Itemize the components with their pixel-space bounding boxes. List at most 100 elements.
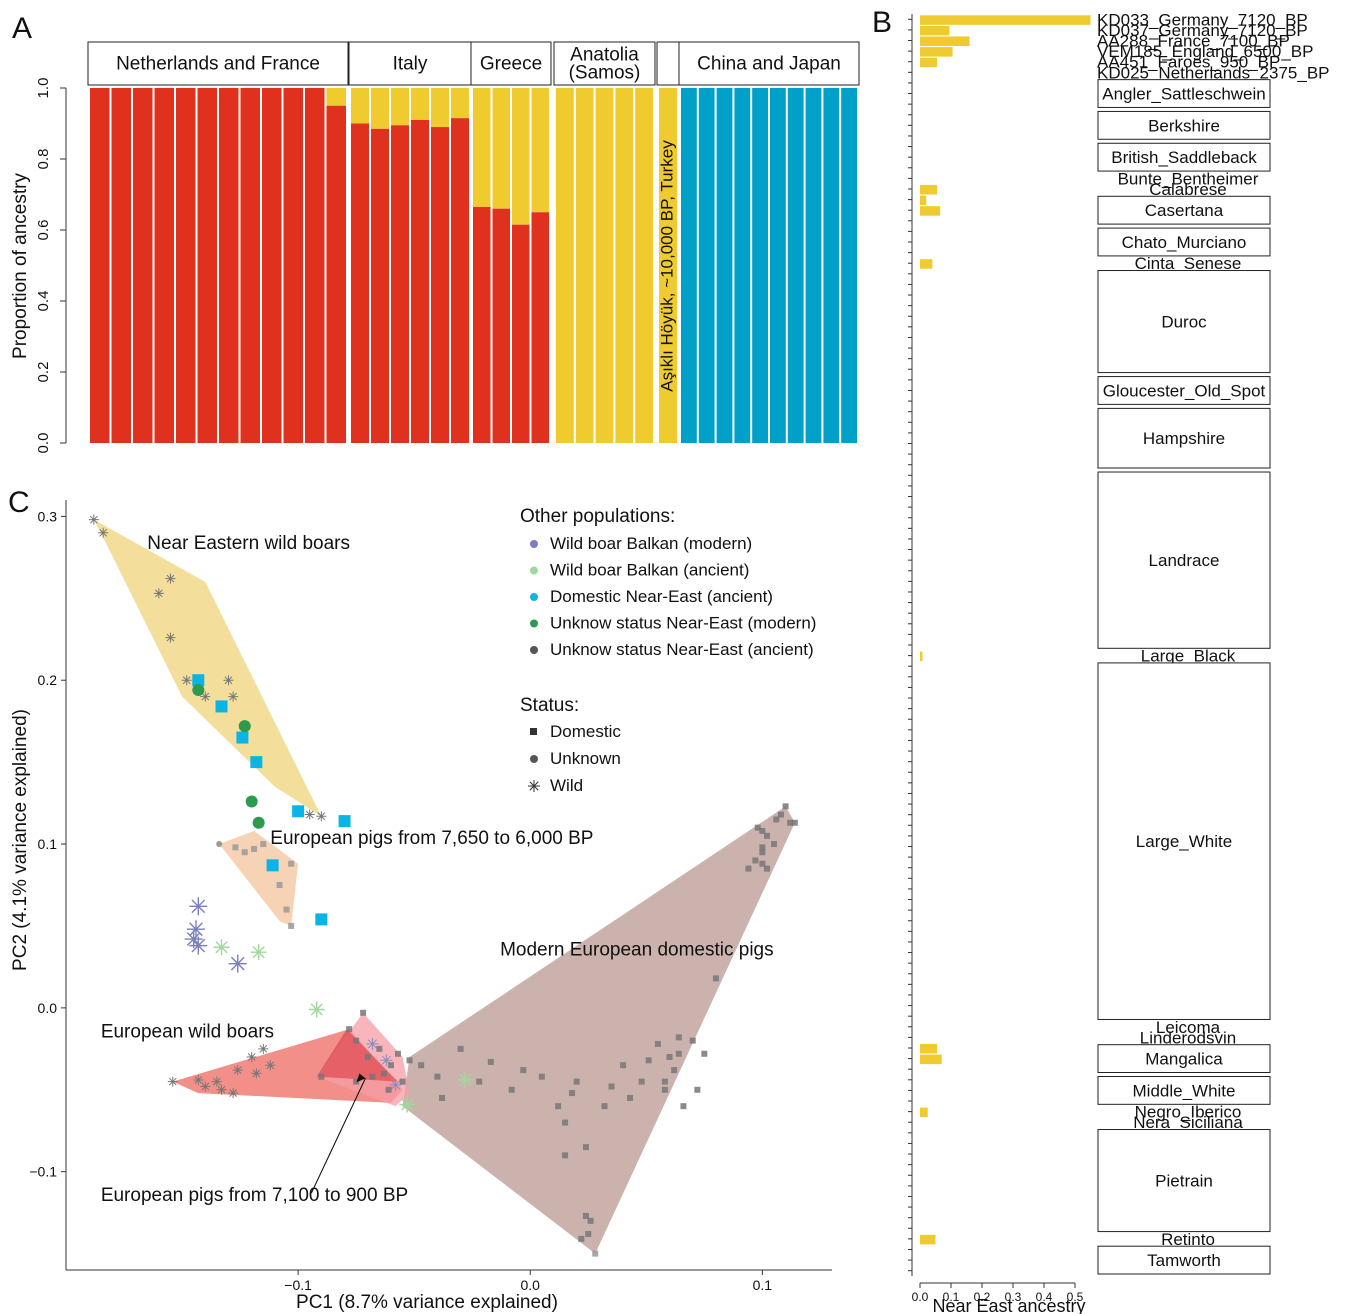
point-wild [380, 1054, 393, 1067]
point-domestic [476, 1078, 483, 1085]
point-domestic [608, 1083, 615, 1090]
breed-box [1097, 1129, 1271, 1233]
point-wild [228, 1088, 239, 1099]
breed-label: Angler_Sattleschwein [1102, 85, 1265, 104]
point-domestic [752, 857, 759, 864]
bar-segment-red [473, 206, 491, 443]
point-wild [88, 514, 99, 525]
breed-label: Bunte_Bentheimer [1118, 169, 1259, 188]
y-tick-label: 0.8 [35, 149, 52, 170]
breed-label: VEM185_England_6500_BP [1097, 42, 1313, 61]
breed-label: Cinta_Senese [1135, 254, 1242, 273]
bar-segment-yellow [431, 88, 449, 128]
bar-segment-yellow [659, 88, 677, 443]
near-east-ancestry-chart: KD033_Germany_7120_BPKD037_Germany_7120_… [908, 10, 1330, 1314]
bar-segment-red [90, 88, 110, 443]
bar-segment-red [219, 88, 239, 443]
bar-segment-yellow [531, 88, 549, 213]
bar-segment-blue [823, 88, 840, 443]
group-header-box [470, 41, 552, 86]
point-domestic [759, 860, 766, 867]
bar-segment-red [111, 88, 131, 443]
bar-segment-yellow [492, 88, 510, 209]
bar-segment-red [133, 88, 153, 443]
ancestry-bar [920, 36, 970, 47]
ancestry-bar [920, 1234, 936, 1245]
group-header-box [87, 41, 349, 86]
bar-segment-red [176, 88, 196, 443]
bar-segment-red [240, 88, 260, 443]
legend-swatch [530, 646, 538, 654]
point-domestic [288, 922, 295, 929]
ancestry-bar [920, 259, 933, 269]
point-domestic [770, 841, 777, 848]
cluster-hull [402, 806, 795, 1254]
point-domestic [675, 1034, 682, 1041]
point-domestic [439, 1094, 446, 1101]
point-wild [265, 1060, 276, 1071]
bar-segment-yellow [326, 88, 346, 106]
bar-segment-red [451, 118, 469, 444]
bar-segment-blue [787, 88, 804, 443]
point-domestic [689, 1037, 696, 1044]
pca-scatter: −0.1 0.0 0.1 0.2 0.3 −0.1 0.0 0.1 PC1 (8.7% vari… [10, 500, 832, 1313]
point-unknown [252, 816, 265, 829]
point-wild [213, 939, 230, 956]
point-domestic [569, 1090, 576, 1097]
point-domestic [759, 849, 766, 856]
point-domestic [318, 1073, 325, 1080]
point-domestic [562, 1119, 569, 1126]
point-wild [228, 954, 247, 973]
point-wild [189, 936, 208, 955]
bar-segment-red [431, 127, 449, 444]
breed-box [1097, 79, 1271, 108]
y-tick-label: 0.2 [35, 362, 52, 383]
bar-segment-red [531, 212, 549, 443]
point-wild [193, 1074, 204, 1085]
point-unknown [245, 795, 258, 808]
bar-segment-yellow [451, 88, 469, 119]
point-wild [528, 780, 540, 792]
point-domestic [418, 1062, 425, 1069]
point-domestic [694, 1086, 701, 1093]
breed-box [1097, 195, 1271, 225]
point-domestic [250, 756, 263, 769]
bar-segment-red [154, 88, 174, 443]
point-wild [211, 1076, 222, 1087]
x-axis-title: Near East ancestry [932, 1296, 1085, 1314]
point-wild [304, 809, 315, 820]
bar-segment-red [283, 88, 303, 443]
breed-label: Casertana [1145, 201, 1224, 220]
point-wild [216, 1084, 227, 1095]
x-tick-label: 0.1 [753, 1277, 773, 1293]
point-domestic [582, 1212, 589, 1219]
breed-box [1097, 376, 1271, 405]
point-domestic [587, 1217, 594, 1224]
y-tick-label: 0.6 [35, 220, 52, 241]
legend-swatch [530, 755, 538, 763]
bar-segment-yellow [556, 88, 574, 443]
x-tick-label: 0.1 [943, 1290, 960, 1304]
legend-swatch [530, 566, 538, 575]
ancestry-bar [920, 47, 953, 57]
group-header-box [678, 41, 860, 86]
point-wild [308, 1001, 325, 1018]
point-domestic [360, 1009, 367, 1016]
cluster-hull [219, 830, 299, 926]
point-domestic [236, 731, 249, 744]
ancestry-bar [920, 195, 927, 206]
bar-segment-red [197, 88, 217, 443]
legend-label: Wild boar Balkan (modern) [550, 534, 752, 553]
admixture-chart: 0.0 0.2 0.4 0.6 0.8 1.0 Proportion of ancestry… [10, 41, 860, 454]
cluster-annotation: European pigs from 7,100 to 900 BP [101, 1185, 408, 1206]
y-tick-label: 0.0 [35, 433, 52, 454]
bar-segment-red [411, 119, 429, 443]
point-domestic [406, 1057, 413, 1064]
point-domestic [260, 841, 267, 848]
breed-label: Pietrain [1155, 1172, 1213, 1191]
point-domestic [638, 1078, 645, 1085]
y-tick-label: −0.1 [29, 1164, 57, 1180]
breed-label: Large_Black [1141, 647, 1236, 666]
panel-label-c: C [8, 486, 30, 519]
x-axis-title: PC1 (8.7% variance explained) [296, 1292, 558, 1313]
